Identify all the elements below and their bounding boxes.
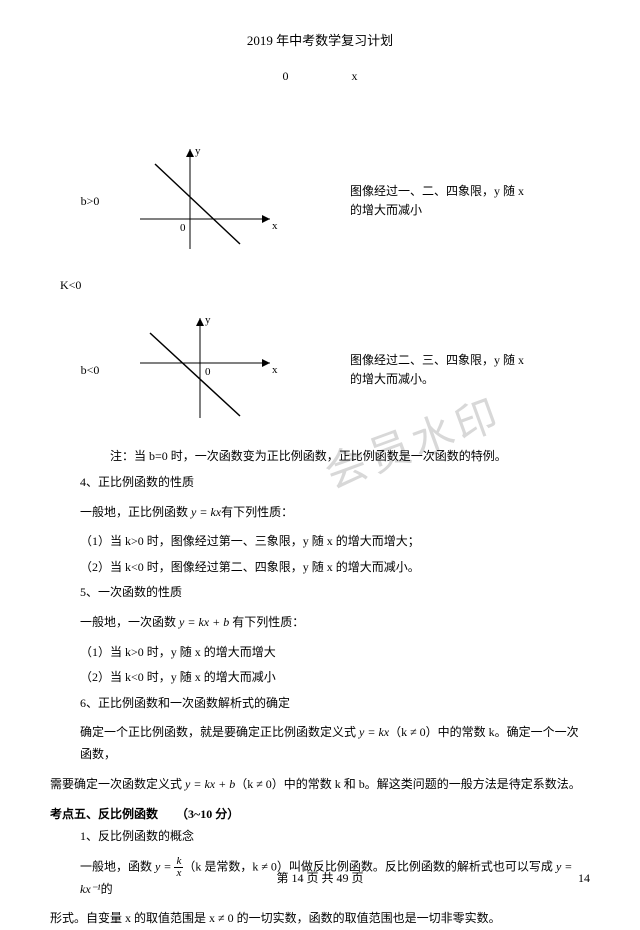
section-6-title: 6、正比例函数和一次函数解析式的确定 (80, 693, 590, 715)
axis-zero: 0 (283, 69, 289, 84)
t5-frac-num: k (174, 856, 183, 868)
topic-5-para1: 一般地，函数 y = kx（k 是常数，k ≠ 0）叫做反比例函数。反比例函数的… (80, 856, 590, 901)
s4-formula: y = kx (191, 505, 221, 519)
s4-item-1: （1）当 k>0 时，图像经过第一、三象限，y 随 x 的增大而增大； (80, 531, 590, 553)
graph-condition-1: b>0 (50, 194, 130, 209)
topic-5-bold: 考点五、反比例函数 (50, 807, 158, 821)
t5-pb: （k 是常数，k ≠ 0）叫做反比例函数。反比例函数的解析式也可以写成 (183, 859, 556, 873)
s6-p2-f: y = kx + b (185, 777, 235, 791)
t5-pc: 的 (101, 882, 113, 896)
graph-2: y x 0 (130, 308, 290, 432)
s5-item-1: （1）当 k>0 时，y 随 x 的增大而增大 (80, 642, 590, 664)
graph-desc-2-line2: 的增大而减小。 (350, 370, 590, 389)
t5-pa: 一般地，函数 (80, 859, 155, 873)
s5-item-2: （2）当 k<0 时，y 随 x 的增大而减小 (80, 667, 590, 689)
graph-desc-1-line2: 的增大而减小 (350, 201, 590, 220)
note-b0: 注：当 b=0 时，一次函数变为正比例函数，正比例函数是一次函数的特例。 (110, 447, 590, 464)
topic-5-sub1: 1、反比例函数的概念 (80, 826, 590, 848)
graph-desc-2-line1: 图像经过二、三、四象限，y 随 x (350, 351, 590, 370)
topic-5-title: 考点五、反比例函数 （3~10 分） (50, 805, 590, 822)
s6-p2-a: 需要确定一次函数定义式 (50, 777, 185, 791)
section-4-title: 4、正比例函数的性质 (80, 472, 590, 494)
s5-intro-a: 一般地，一次函数 (80, 615, 179, 629)
t5-frac-den: x (174, 868, 183, 879)
x-label-1: x (272, 220, 278, 232)
graph-desc-1: 图像经过一、二、四象限，y 随 x 的增大而减小 (290, 182, 590, 220)
k-label: K<0 (60, 278, 590, 293)
s6-p1-a: 确定一个正比例函数，就是要确定正比例函数定义式 (80, 725, 359, 739)
graph-condition-2: b<0 (50, 363, 130, 378)
origin-2: 0 (205, 366, 211, 378)
graph-1: y x 0 (130, 139, 290, 263)
graph-desc-2: 图像经过二、三、四象限，y 随 x 的增大而减小。 (290, 351, 590, 389)
page-title: 2019 年中考数学复习计划 (50, 30, 590, 49)
y-label-2: y (205, 314, 211, 326)
topic-5-para2: 形式。自变量 x 的取值范围是 x ≠ 0 的一切实数，函数的取值范围也是一切非… (50, 908, 590, 930)
section-4-intro: 一般地，正比例函数 y = kx有下列性质： (80, 502, 590, 524)
section-5-intro: 一般地，一次函数 y = kx + b 有下列性质： (80, 612, 590, 634)
s5-intro-b: 有下列性质： (229, 615, 304, 629)
section-6-para1: 确定一个正比例函数，就是要确定正比例函数定义式 y = kx（k ≠ 0）中的常… (80, 722, 590, 765)
t5-y: y = (155, 859, 174, 873)
y-label-1: y (195, 145, 201, 157)
x-label-2: x (272, 364, 278, 376)
section-5-title: 5、一次函数的性质 (80, 582, 590, 604)
s6-p1-f: y = kx (359, 725, 389, 739)
axis-row: 0 x (50, 69, 590, 84)
origin-1: 0 (180, 222, 186, 234)
graph-desc-1-line1: 图像经过一、二、四象限，y 随 x (350, 182, 590, 201)
graph-row-1: b>0 y x 0 图像经过一、二、四象限，y 随 x 的增大而减小 (50, 139, 590, 263)
s4-item-2: （2）当 k<0 时，图像经过第二、四象限，y 随 x 的增大而减小。 (80, 557, 590, 579)
topic-5-score: （3~10 分） (176, 807, 239, 821)
s4-intro-a: 一般地，正比例函数 (80, 505, 191, 519)
s4-intro-b: 有下列性质： (221, 505, 293, 519)
s6-p2-b: （k ≠ 0）中的常数 k 和 b。解这类问题的一般方法是待定系数法。 (235, 777, 581, 791)
graph-row-2: b<0 y x 0 图像经过二、三、四象限，y 随 x 的增大而减小。 (50, 308, 590, 432)
section-6-para2: 需要确定一次函数定义式 y = kx + b（k ≠ 0）中的常数 k 和 b。… (50, 774, 590, 796)
page-content: 2019 年中考数学复习计划 0 x b>0 y x 0 图像经过一、二、四象限… (50, 30, 590, 930)
axis-x: x (352, 69, 358, 84)
t5-frac: kx (174, 856, 183, 879)
s5-formula: y = kx + b (179, 615, 229, 629)
